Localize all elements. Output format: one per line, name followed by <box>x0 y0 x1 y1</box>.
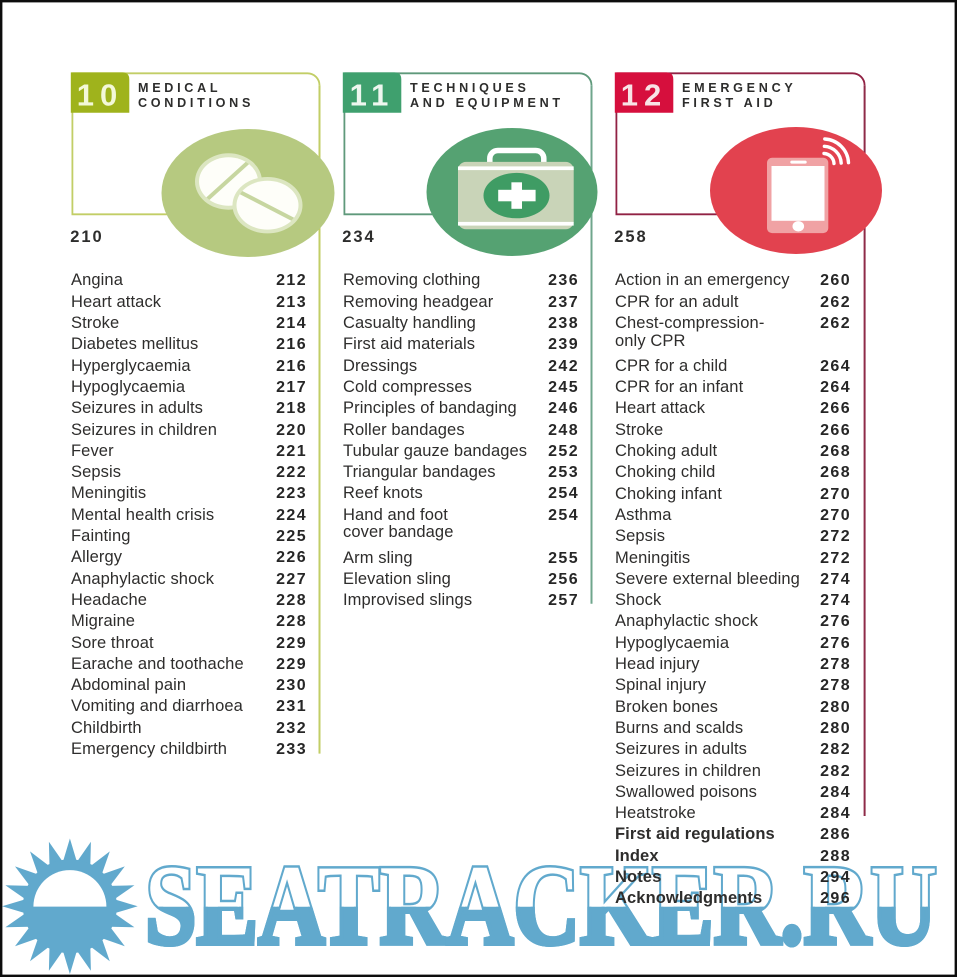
svg-text:SEATRACKER.RU: SEATRACKER.RU <box>145 842 937 969</box>
svg-text:12: 12 <box>621 77 667 112</box>
svg-text:SEATRACKER.RU: SEATRACKER.RU <box>145 842 937 969</box>
svg-text:SEATRACKER.RU: SEATRACKER.RU <box>145 842 937 969</box>
svg-text:11: 11 <box>350 77 395 112</box>
svg-text:10: 10 <box>77 77 123 112</box>
